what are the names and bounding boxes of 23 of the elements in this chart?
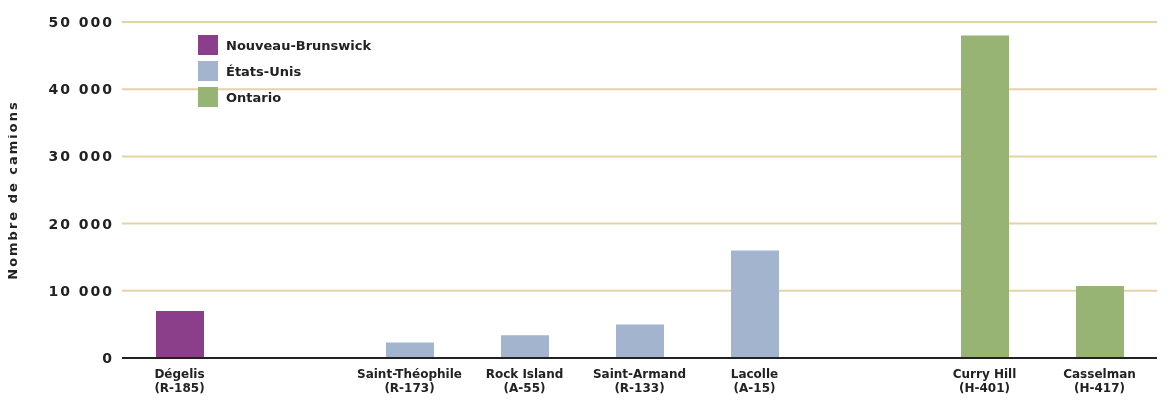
legend-label: États-Unis (226, 63, 302, 79)
y-tick-label: 0 (102, 349, 114, 366)
x-tick-label: Saint-Armand (R-133) (592, 367, 687, 395)
y-tick-label: 40 000 (48, 81, 114, 98)
bar (156, 310, 204, 358)
bar (731, 250, 779, 358)
y-tick-label: 30 000 (48, 148, 114, 165)
x-tick-label: Rock Island (A-55) (485, 367, 564, 395)
x-tick-label: Dégelis (R-185) (154, 367, 205, 395)
bar (961, 35, 1009, 358)
bar (1076, 286, 1124, 358)
x-tick-label: Saint-Théophile (R-173) (357, 367, 462, 395)
bar (501, 335, 549, 358)
legend-label: Nouveau-Brunswick (226, 37, 372, 53)
x-tick-label: Curry Hill (H-401) (952, 367, 1017, 395)
x-tick-label: Lacolle (A-15) (730, 367, 779, 395)
legend-label: Ontario (226, 89, 282, 105)
x-tick-label: Casselman (H-417) (1063, 367, 1136, 395)
y-tick-label: 20 000 (48, 215, 114, 232)
bar (386, 342, 434, 358)
bar (616, 324, 664, 358)
y-tick-label: 10 000 (48, 282, 114, 299)
y-tick-label: 50 000 (48, 13, 114, 30)
